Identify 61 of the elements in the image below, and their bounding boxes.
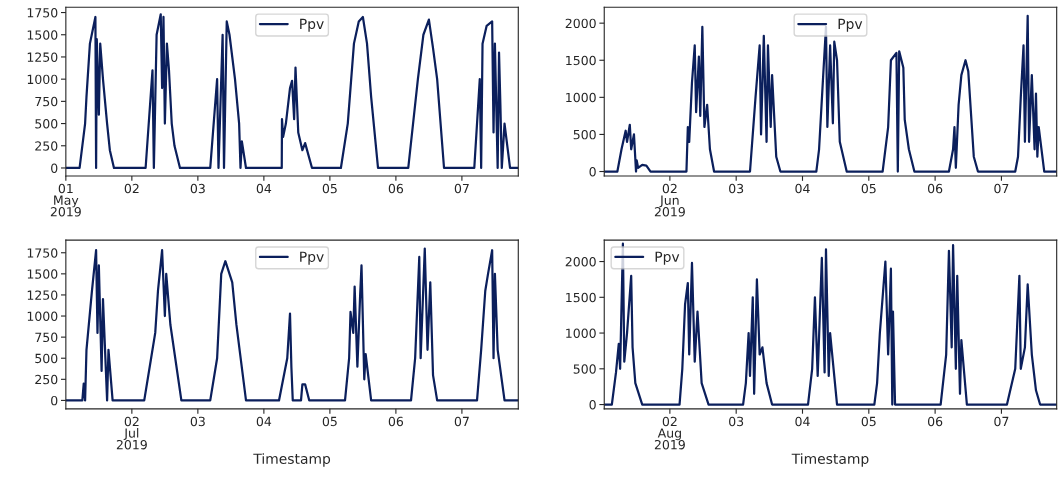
y-tick-label: 1250 <box>27 52 58 62</box>
y-tick-label: 750 <box>35 96 58 107</box>
line-series <box>65 13 519 170</box>
y-tick-label: 1500 <box>566 292 596 303</box>
y-tick-label: 1000 <box>566 92 596 103</box>
x-tick-label: 04 <box>256 183 272 194</box>
x-tick-label: 06 <box>388 183 404 194</box>
x-tick-label: 05 <box>861 416 876 427</box>
x-tick-label: 06 <box>927 183 943 194</box>
y-tick-label: 250 <box>35 141 58 151</box>
x-tick-label: 07 <box>994 416 1009 427</box>
y-tick-label: 0 <box>51 163 58 173</box>
y-tick-label: 1750 <box>27 8 58 18</box>
x-tick-label: 05 <box>322 183 337 194</box>
y-tick-label: 1500 <box>27 269 58 279</box>
x-tick-label: 06 <box>927 416 943 427</box>
x-tick-label: 06 <box>388 416 404 427</box>
y-tick-label: 2000 <box>565 257 596 267</box>
x-tick-label: 02 Aug 2019 <box>654 416 685 450</box>
legend-label: Ppv <box>300 18 324 32</box>
y-tick-label: 0 <box>589 400 596 410</box>
x-tick-label: 04 <box>795 416 810 427</box>
y-tick-label: 500 <box>573 364 596 374</box>
x-axis-title: Timestamp <box>253 453 331 467</box>
line-series <box>604 242 1057 406</box>
x-tick-label: 03 <box>190 183 205 194</box>
x-tick-label: 02 Jul 2019 <box>116 416 147 450</box>
y-tick-label: 250 <box>35 374 58 385</box>
y-tick-label: 1500 <box>566 55 596 66</box>
y-tick-label: 1250 <box>27 290 58 300</box>
x-tick-label: 07 <box>994 183 1009 194</box>
y-tick-label: 0 <box>51 395 58 406</box>
x-tick-label: 01 May 2019 <box>50 183 81 217</box>
x-tick-label: 03 <box>729 183 744 194</box>
y-tick-label: 1000 <box>566 328 596 338</box>
y-tick-label: 500 <box>35 119 58 129</box>
x-tick-label: 05 <box>861 183 876 194</box>
x-tick-label: 04 <box>795 183 810 194</box>
x-tick-label: 03 <box>190 416 205 427</box>
line-series <box>65 247 519 402</box>
y-tick-label: 500 <box>35 353 58 364</box>
y-tick-label: 1000 <box>27 311 58 321</box>
x-tick-label: 07 <box>454 183 469 194</box>
x-tick-label: 02 <box>124 183 139 194</box>
legend-label: Ppv <box>655 251 680 265</box>
y-tick-label: 750 <box>35 332 58 343</box>
x-tick-label: 03 <box>729 416 744 427</box>
x-tick-label: 02 Jun 2019 <box>654 183 685 217</box>
y-tick-label: 0 <box>589 166 596 177</box>
y-tick-label: 1750 <box>27 248 58 258</box>
y-tick-label: 1000 <box>27 74 58 85</box>
y-tick-label: 1500 <box>27 30 58 40</box>
line-series <box>604 14 1057 173</box>
x-axis-title: Timestamp <box>791 453 869 467</box>
legend-label: Ppv <box>838 18 863 32</box>
y-tick-label: 500 <box>573 129 596 140</box>
y-tick-label: 2000 <box>565 18 596 29</box>
legend-label: Ppv <box>300 251 324 265</box>
x-tick-label: 04 <box>256 416 272 427</box>
x-tick-label: 05 <box>322 416 337 427</box>
x-tick-label: 07 <box>454 416 469 427</box>
